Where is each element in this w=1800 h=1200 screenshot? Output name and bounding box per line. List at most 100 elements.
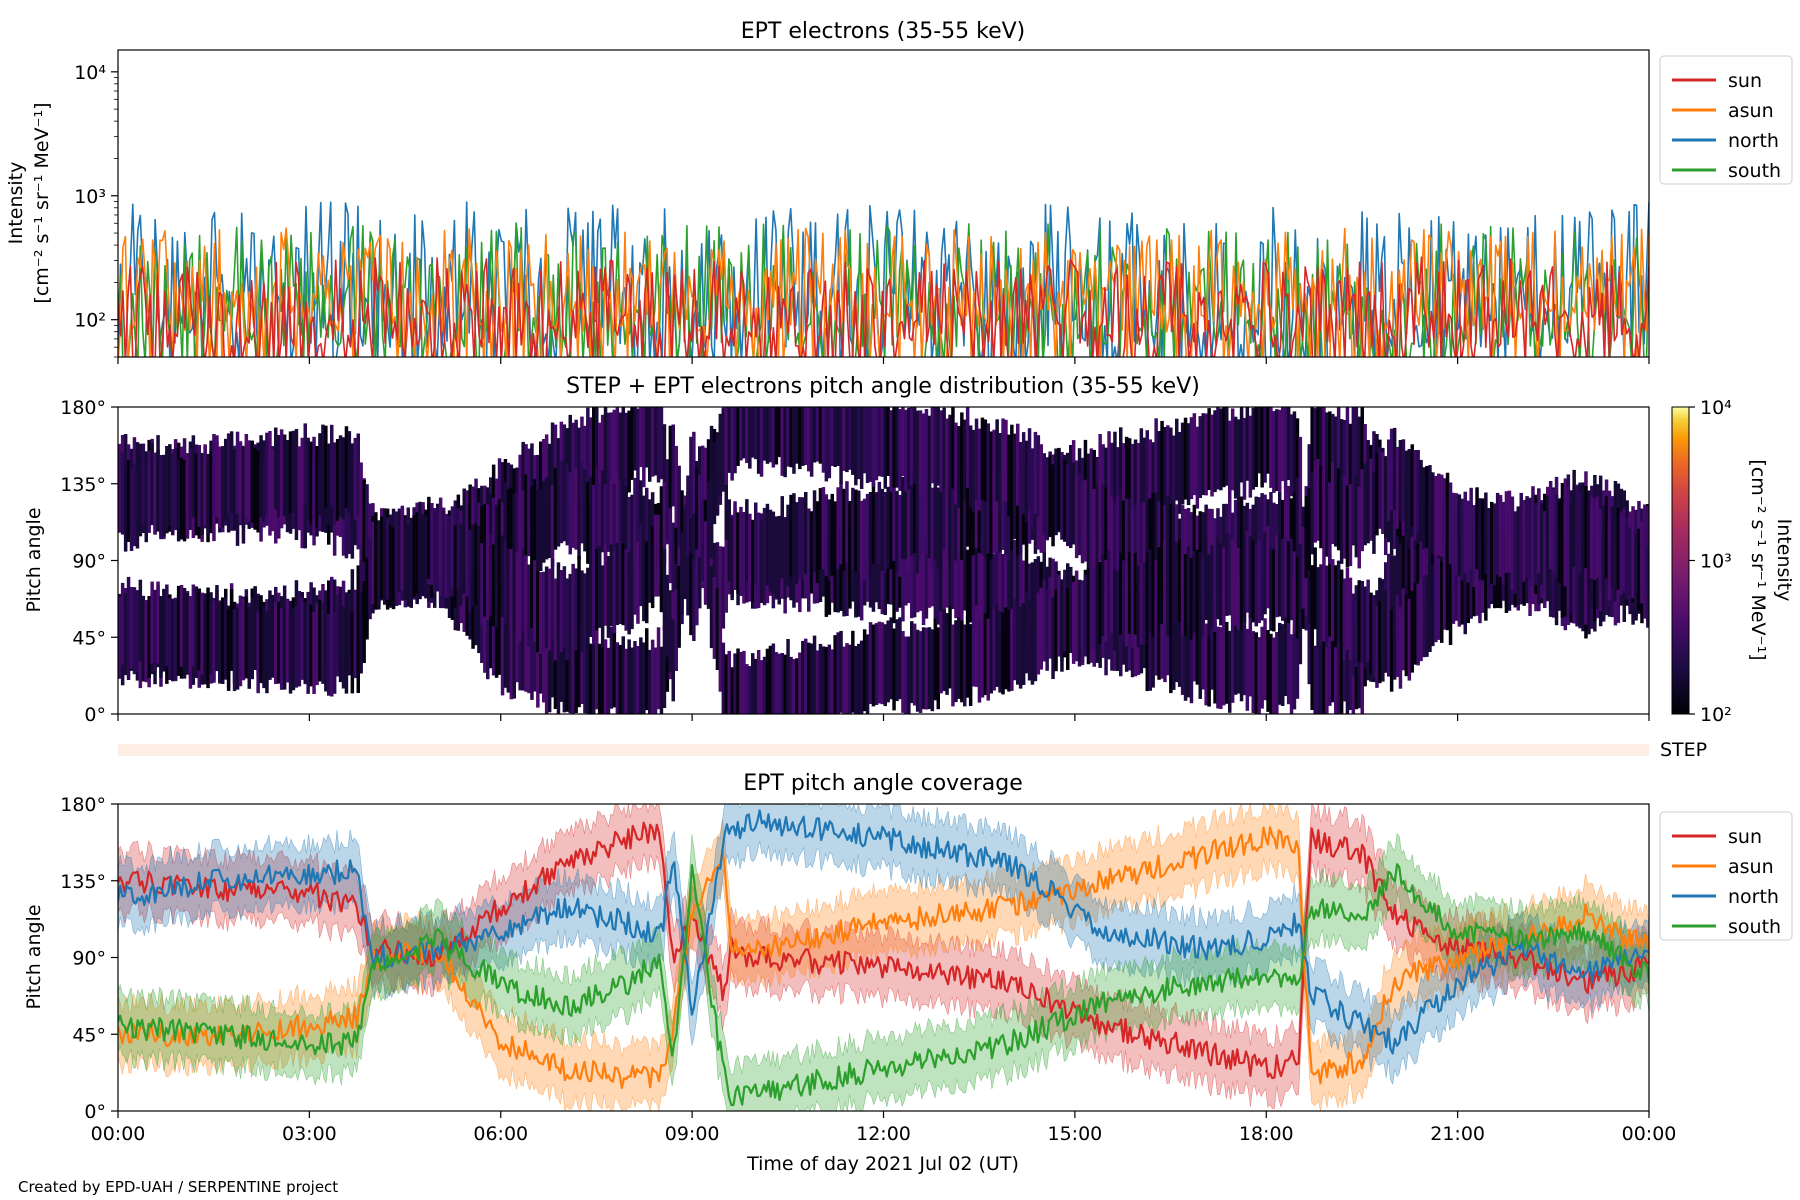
heatmap-cell [780, 653, 784, 714]
panel4-frame [117, 803, 1650, 1112]
colorbar-label-line2: [cm⁻² s⁻¹ sr⁻¹ MeV⁻¹] [1747, 459, 1769, 660]
heatmap-cell [544, 566, 549, 649]
heatmap-cell [282, 434, 287, 517]
heatmap-cell [915, 629, 920, 712]
panel4-xtick-label: 09:00 [665, 1123, 720, 1145]
heatmap-cell [318, 433, 322, 516]
heatmap-cell [874, 492, 879, 574]
heatmap-cell [362, 581, 366, 663]
heatmap-cell [1222, 503, 1226, 586]
heatmap-cell [865, 407, 870, 483]
heatmap-cell [880, 407, 885, 477]
heatmap-cell [1342, 476, 1347, 559]
heatmap-cell [1048, 455, 1052, 538]
heatmap-cell [642, 495, 646, 578]
heatmap-cell [1124, 498, 1129, 581]
heatmap-cell [618, 644, 622, 714]
heatmap-cell [1236, 547, 1241, 630]
heatmap-cell [983, 419, 988, 502]
heatmap-cell [194, 596, 199, 678]
panel2-frame [117, 406, 1650, 715]
heatmap-cell [639, 407, 643, 468]
heatmap-cell [288, 611, 293, 694]
heatmap-cell [751, 653, 755, 714]
panel1-ylabel-line1: Intensity [5, 162, 27, 245]
panel1-legend-label-sun: sun [1728, 70, 1762, 92]
heatmap-cell [889, 617, 893, 700]
heatmap-cell [986, 471, 990, 554]
heatmap-cell [857, 407, 861, 480]
heatmap-cell [294, 429, 299, 511]
heatmap-cell [1130, 443, 1135, 526]
heatmap-cell [521, 608, 525, 691]
heatmap-cell [762, 407, 767, 461]
heatmap-cell [1122, 560, 1126, 643]
heatmap-cell [801, 640, 805, 714]
heatmap-cell [1007, 542, 1011, 625]
heatmap-cell [559, 620, 564, 702]
heatmap-cell [241, 445, 246, 528]
heatmap-cell [1298, 499, 1303, 582]
heatmap-cell [1201, 607, 1205, 690]
heatmap-cell [456, 508, 461, 590]
heatmap-cell [1148, 608, 1152, 691]
panel2-ytick-label: 0° [84, 704, 106, 726]
heatmap-cell [742, 512, 746, 594]
heatmap-cell [321, 602, 325, 684]
heatmap-cell [1033, 431, 1038, 514]
heatmap-cell [188, 448, 193, 530]
heatmap-cell [1416, 450, 1420, 532]
heatmap-cell [745, 499, 749, 581]
heatmap-cell [1160, 596, 1164, 679]
heatmap-cell [848, 407, 852, 470]
heatmap-cell [1334, 416, 1338, 499]
heatmap-cell [1546, 495, 1550, 578]
heatmap-cell [247, 440, 251, 523]
heatmap-cell [1537, 491, 1541, 573]
heatmap-cell [1180, 422, 1185, 505]
heatmap-cell [1331, 462, 1335, 545]
heatmap-cell [568, 631, 572, 714]
heatmap-cell [341, 437, 346, 520]
heatmap-cell [592, 562, 596, 645]
heatmap-cell [892, 628, 896, 711]
heatmap-cell [880, 532, 885, 615]
heatmap-cell [1219, 408, 1223, 491]
heatmap-cell [1127, 498, 1132, 581]
heatmap-cell [226, 609, 231, 691]
heatmap-cell [424, 516, 428, 599]
heatmap-cell [992, 471, 996, 554]
heatmap-cell [141, 443, 146, 526]
heatmap-cell [503, 605, 508, 688]
heatmap-cell [1610, 506, 1615, 589]
heatmap-cell [709, 476, 714, 559]
heatmap-cell [173, 599, 178, 682]
heatmap-cell [665, 574, 670, 657]
heatmap-cell [1233, 612, 1238, 695]
heatmap-cell [359, 462, 363, 545]
heatmap-cell [1263, 532, 1267, 615]
heatmap-cell [1110, 442, 1114, 525]
heatmap-cell [1275, 535, 1279, 618]
heatmap-cell [809, 407, 814, 477]
heatmap-cell [1310, 628, 1314, 710]
heatmap-cell [618, 412, 622, 495]
heatmap-cell [609, 626, 614, 709]
heatmap-cell [500, 613, 505, 696]
heatmap-cell [1275, 409, 1279, 492]
panel2-ytick-label: 90° [72, 551, 106, 573]
heatmap-cell [698, 475, 702, 558]
heatmap-cell [815, 407, 820, 462]
heatmap-cell [721, 546, 726, 629]
heatmap-cell [385, 517, 390, 600]
heatmap-cell [904, 409, 908, 492]
heatmap-cell [589, 476, 593, 559]
heatmap-cell [1130, 509, 1135, 592]
heatmap-cell [250, 597, 254, 680]
heatmap-cell [1201, 555, 1205, 638]
heatmap-cell [315, 446, 319, 528]
heatmap-cell [1018, 442, 1023, 524]
heatmap-cell [624, 485, 628, 568]
heatmap-cell [854, 407, 858, 486]
heatmap-cell [948, 606, 952, 689]
